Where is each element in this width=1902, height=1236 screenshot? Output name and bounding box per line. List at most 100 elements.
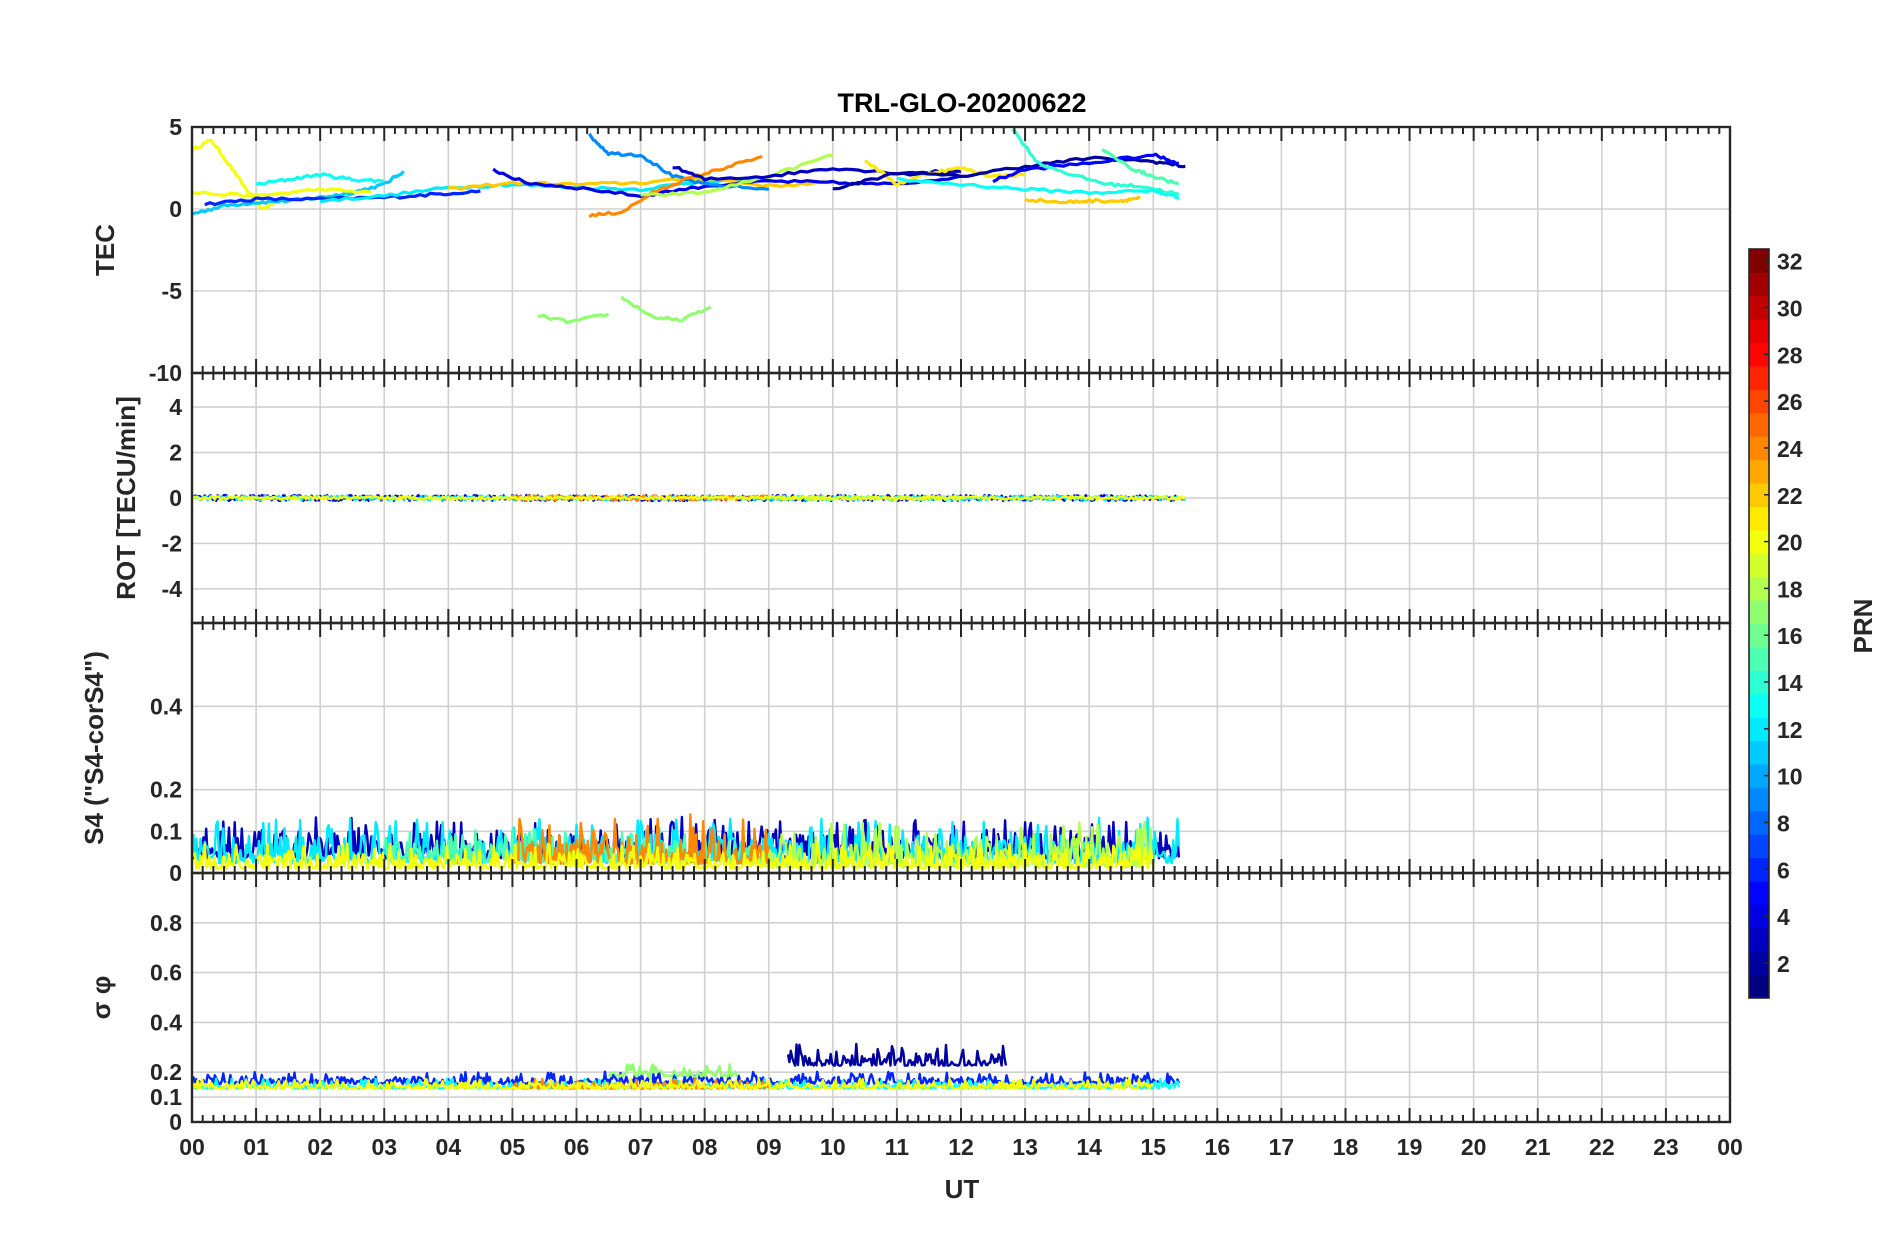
chart-title: TRL-GLO-20200622	[837, 88, 1086, 118]
colorbar-frame	[1748, 248, 1770, 999]
colorbar-tick-label: 14	[1777, 670, 1803, 696]
y-axis-label: S4 ("S4-corS4")	[79, 651, 109, 845]
y-tick-label: -10	[149, 360, 182, 386]
y-tick-label: -2	[162, 530, 182, 556]
x-tick-label: 03	[371, 1134, 397, 1160]
y-tick-label: 0.2	[150, 777, 182, 803]
y-tick-label: 0.1	[150, 1084, 182, 1110]
x-tick-label: 13	[1012, 1134, 1038, 1160]
series-prn-15-line	[1101, 148, 1180, 186]
series-prn-17-line	[620, 295, 712, 323]
colorbar-segment	[1749, 670, 1769, 695]
series-prn-24-line	[588, 154, 763, 219]
x-tick-label: 05	[500, 1134, 526, 1160]
colorbar-segment	[1749, 295, 1769, 320]
series-prn-17-line	[607, 1063, 738, 1078]
colorbar-segment	[1749, 529, 1769, 554]
x-tick-label: 22	[1589, 1134, 1615, 1160]
series-prn-9-line	[587, 132, 769, 191]
x-tick-label: 06	[564, 1134, 590, 1160]
colorbar-segment	[1749, 506, 1769, 531]
colorbar-segment	[1749, 763, 1769, 788]
colorbar-tick-label: 30	[1777, 296, 1803, 322]
colorbar-segment	[1749, 951, 1769, 976]
y-tick-label: 0	[169, 485, 182, 511]
colorbar-segment	[1749, 366, 1769, 390]
y-tick-label: 0.4	[150, 1009, 182, 1035]
colorbar-tick-label: 20	[1777, 530, 1803, 556]
colorbar-segment	[1749, 787, 1769, 812]
series-group	[190, 493, 1187, 503]
colorbar-segment	[1749, 717, 1769, 742]
colorbar-tick-label: 8	[1777, 810, 1790, 836]
x-tick-label: 01	[243, 1134, 269, 1160]
colorbar-tick-label: 6	[1777, 857, 1790, 883]
series-group	[190, 128, 1186, 325]
x-tick-label: 02	[307, 1134, 333, 1160]
colorbar-tick-label: 26	[1777, 389, 1803, 415]
colorbar-tick-label: 18	[1777, 576, 1803, 602]
colorbar-segment	[1749, 342, 1769, 367]
colorbar-tick-label: 4	[1777, 904, 1790, 930]
y-tick-label: 0.4	[150, 693, 182, 719]
series-group	[190, 1042, 1181, 1090]
colorbar-segment	[1749, 974, 1769, 999]
panel-sigma: 0.8 0.6 0.4 0.20.10 σ φ 00 01 02 03 04 05 06 07 08 09 1…	[86, 871, 1743, 1160]
y-tick-label: 0.6	[150, 960, 182, 986]
colorbar-segment	[1749, 483, 1769, 507]
colorbar-tick-label: 12	[1777, 717, 1803, 743]
colorbar-segment	[1749, 553, 1769, 578]
series-prn-20-line	[191, 187, 372, 199]
colorbar-segment	[1749, 319, 1769, 344]
series-prn-2-line	[832, 155, 1186, 191]
colorbar-segment	[1749, 436, 1769, 461]
series-prn-5-line	[992, 152, 1180, 184]
colorbar-segment	[1749, 857, 1769, 882]
series-prn-14-line	[1011, 128, 1180, 196]
y-tick-label: -4	[162, 576, 183, 602]
x-tick-label: 19	[1397, 1134, 1423, 1160]
y-tick-label: 4	[169, 394, 182, 420]
colorbar-segment	[1749, 249, 1769, 273]
colorbar-tick-label: 16	[1777, 623, 1803, 649]
x-tick-label: 20	[1461, 1134, 1487, 1160]
colorbar-tick-label: 28	[1777, 342, 1803, 368]
x-tick-label: 07	[628, 1134, 654, 1160]
series-prn-3-line	[672, 166, 962, 182]
x-tick-label: 08	[692, 1134, 718, 1160]
x-tick-label: 18	[1333, 1134, 1359, 1160]
colorbar-segment	[1749, 576, 1769, 601]
x-axis-label: UT	[945, 1174, 980, 1204]
colorbar-segment	[1749, 810, 1769, 835]
y-axis-label: σ φ	[86, 976, 116, 1020]
series-prn-13-line	[255, 172, 385, 186]
colorbar-tick-label: 24	[1777, 436, 1803, 462]
colorbar-tick-label: 2	[1777, 951, 1790, 977]
series-prn-22-line	[448, 176, 833, 191]
y-axis-label: ROT [TECU/min]	[111, 396, 141, 600]
colorbar-segment	[1749, 459, 1769, 484]
panel-tec: 5 0 -5 -10 TEC	[90, 114, 1732, 386]
x-tick-label: 11	[885, 1134, 910, 1160]
colorbar-segment	[1749, 646, 1769, 671]
x-tick-label: 21	[1525, 1134, 1551, 1160]
x-tick-label: 17	[1269, 1134, 1295, 1160]
series-prn-24-line	[511, 494, 770, 502]
y-tick-label: 0	[169, 860, 182, 886]
x-tick-label: 10	[820, 1134, 846, 1160]
series-prn-2-line	[786, 1042, 1008, 1067]
colorbar-segment	[1749, 389, 1769, 414]
x-tick-label: 12	[948, 1134, 974, 1160]
series-prn-20-line	[190, 138, 283, 211]
y-tick-label: 0	[169, 196, 182, 222]
x-tick-label: 09	[756, 1134, 782, 1160]
colorbar-tick-label: 22	[1777, 483, 1803, 509]
y-tick-label: 0.1	[150, 818, 182, 844]
y-tick-label: 2	[169, 440, 182, 466]
series-prn-21-line	[864, 159, 1026, 188]
x-tick-label: 00	[1717, 1134, 1743, 1160]
colorbar-segment	[1749, 600, 1769, 624]
series-prn-22-line	[1024, 195, 1141, 205]
